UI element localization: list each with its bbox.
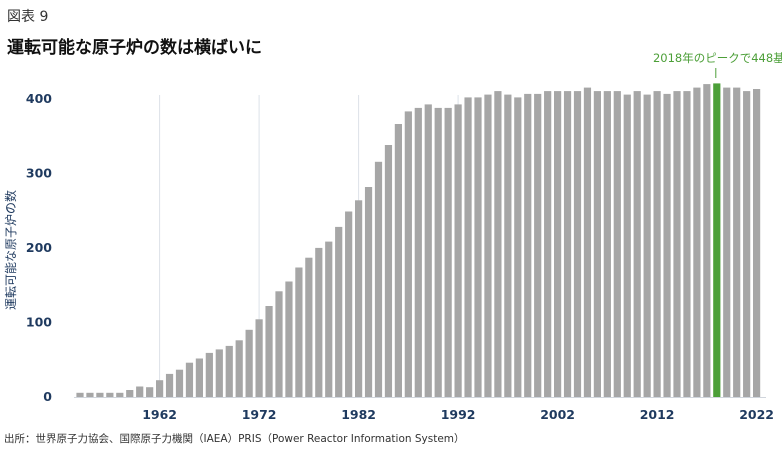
bar	[534, 93, 542, 398]
bar	[146, 387, 154, 397]
bar	[573, 91, 582, 397]
bar	[544, 91, 552, 397]
x-tick-label: 1992	[441, 407, 476, 422]
bar	[295, 267, 303, 397]
peak-annotation: 2018年のピークで448基	[653, 51, 782, 65]
bar	[514, 97, 522, 398]
x-tick-label: 1982	[341, 407, 376, 422]
bar	[603, 91, 611, 397]
bar	[175, 369, 184, 397]
bar	[693, 87, 701, 397]
bar	[703, 84, 711, 397]
bar	[683, 91, 691, 397]
y-tick-label: 300	[26, 166, 52, 181]
bar	[554, 91, 562, 397]
bar	[116, 392, 124, 397]
bar	[613, 91, 621, 397]
bar-highlight	[713, 83, 721, 398]
bar	[563, 91, 572, 397]
bar	[86, 392, 94, 397]
bar	[723, 87, 731, 397]
bar	[225, 345, 233, 397]
bar	[753, 89, 761, 397]
bar	[494, 91, 502, 397]
chart-title: 運転可能な原子炉の数は横ばいに	[7, 38, 262, 58]
bar	[643, 94, 651, 397]
bar	[743, 91, 751, 397]
bar	[414, 107, 422, 398]
bar	[464, 97, 472, 398]
bar	[633, 91, 641, 397]
bar	[374, 161, 383, 397]
bar	[583, 87, 592, 397]
bar	[454, 104, 462, 398]
bar	[285, 281, 293, 397]
bar	[265, 306, 273, 397]
bar	[325, 241, 333, 397]
x-tick-label: 2022	[739, 407, 774, 422]
bar	[126, 390, 134, 397]
bar	[305, 257, 313, 397]
y-tick-label: 0	[43, 389, 52, 404]
bar	[76, 392, 84, 397]
bar	[663, 93, 671, 398]
bar	[593, 91, 601, 397]
x-tick-label: 1972	[242, 407, 277, 422]
bar	[165, 373, 174, 397]
bar	[444, 107, 452, 398]
bar	[235, 340, 243, 397]
bar	[255, 319, 263, 397]
bar	[136, 386, 144, 397]
bar	[215, 349, 223, 397]
bar	[434, 107, 442, 398]
y-tick-label: 200	[26, 240, 52, 255]
bar	[504, 94, 512, 397]
bar	[195, 358, 203, 397]
bar	[106, 392, 114, 397]
bar	[524, 93, 532, 398]
bar	[364, 187, 373, 397]
bar	[673, 91, 681, 397]
bar	[623, 94, 631, 397]
bar	[335, 226, 343, 397]
bar	[355, 200, 363, 397]
bar	[424, 104, 432, 398]
x-tick-label: 1962	[142, 407, 177, 422]
bar	[394, 124, 402, 397]
bar	[345, 211, 353, 397]
bar	[484, 94, 492, 397]
bar	[245, 329, 253, 397]
bar	[315, 247, 323, 397]
bar	[404, 111, 412, 398]
y-tick-label: 100	[26, 315, 52, 330]
bar	[733, 87, 741, 397]
bar	[275, 291, 283, 397]
bar	[205, 352, 213, 397]
bar	[185, 362, 194, 397]
y-tick-label: 400	[26, 91, 52, 106]
figure-label: 図表 9	[7, 9, 49, 25]
bar	[474, 97, 482, 398]
bar	[653, 91, 661, 397]
x-tick-label: 2002	[540, 407, 575, 422]
source-note: 出所：世界原子力協会、国際原子力機関（IAEA）PRIS（Power React…	[4, 433, 465, 445]
bar	[156, 380, 164, 397]
bar	[96, 392, 104, 397]
bar	[384, 145, 393, 397]
x-tick-label: 2012	[640, 407, 675, 422]
